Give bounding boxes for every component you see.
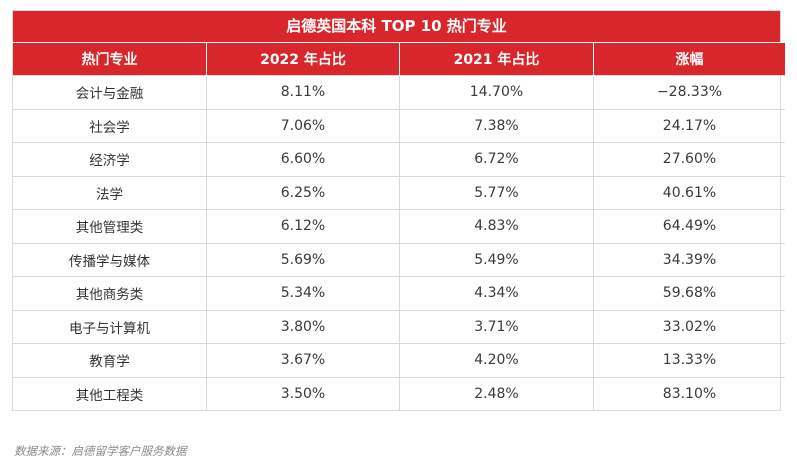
major-name: 法学 (13, 175, 207, 210)
share-2022: 6.25% (206, 175, 400, 210)
table-row: 电子与计算机 3.80% 3.71% 33.02% (13, 309, 785, 344)
share-2021: 6.72% (399, 142, 594, 176)
share-2021: 4.34% (399, 276, 594, 310)
major-name: 其他商务类 (13, 276, 207, 310)
share-2022: 3.67% (206, 343, 400, 377)
growth-rate: 59.68% (593, 276, 785, 310)
growth-rate: 33.02% (593, 309, 785, 344)
major-name: 其他管理类 (13, 209, 207, 243)
table-title: 启德英国本科 TOP 10 热门专业 (13, 11, 780, 43)
header-2022-share: 2022 年占比 (206, 43, 400, 76)
share-2022: 3.50% (206, 376, 400, 410)
share-2021: 7.38% (399, 108, 594, 143)
growth-rate: 64.49% (593, 209, 785, 243)
header-growth: 涨幅 (593, 43, 785, 76)
growth-rate: −28.33% (593, 75, 785, 109)
header-2021-share: 2021 年占比 (399, 43, 594, 76)
major-name: 会计与金融 (13, 75, 207, 109)
header-major: 热门专业 (13, 43, 207, 76)
data-source-note: 数据来源：启德留学客户服务数据 (14, 444, 187, 458)
table-row: 其他工程类 3.50% 2.48% 83.10% (13, 376, 785, 410)
majors-table-container: 启德英国本科 TOP 10 热门专业 热门专业 2022 年占比 2021 年占… (12, 10, 785, 411)
share-2021: 14.70% (399, 75, 594, 109)
table-row: 教育学 3.67% 4.20% 13.33% (13, 343, 785, 377)
majors-table: 热门专业 2022 年占比 2021 年占比 涨幅 会计与金融 8.11% 14… (13, 43, 785, 410)
share-2021: 4.20% (399, 343, 594, 377)
share-2022: 7.06% (206, 108, 400, 143)
table-row: 会计与金融 8.11% 14.70% −28.33% (13, 75, 785, 109)
share-2021: 5.49% (399, 242, 594, 277)
growth-rate: 24.17% (593, 108, 785, 143)
major-name: 经济学 (13, 142, 207, 176)
growth-rate: 13.33% (593, 343, 785, 377)
table-row: 其他管理类 6.12% 4.83% 64.49% (13, 209, 785, 243)
table-body: 会计与金融 8.11% 14.70% −28.33% 社会学 7.06% 7.3… (13, 75, 785, 410)
growth-rate: 27.60% (593, 142, 785, 176)
growth-rate: 34.39% (593, 242, 785, 277)
growth-rate: 83.10% (593, 376, 785, 410)
table-row: 传播学与媒体 5.69% 5.49% 34.39% (13, 242, 785, 277)
major-name: 教育学 (13, 343, 207, 377)
share-2022: 6.12% (206, 209, 400, 243)
table-row: 社会学 7.06% 7.38% 24.17% (13, 108, 785, 143)
table-row: 其他商务类 5.34% 4.34% 59.68% (13, 276, 785, 310)
share-2021: 4.83% (399, 209, 594, 243)
share-2022: 6.60% (206, 142, 400, 176)
table-row: 经济学 6.60% 6.72% 27.60% (13, 142, 785, 176)
major-name: 社会学 (13, 108, 207, 143)
share-2022: 5.34% (206, 276, 400, 310)
share-2021: 2.48% (399, 376, 594, 410)
major-name: 电子与计算机 (13, 309, 207, 344)
share-2022: 3.80% (206, 309, 400, 344)
table-row: 法学 6.25% 5.77% 40.61% (13, 175, 785, 210)
growth-rate: 40.61% (593, 175, 785, 210)
share-2021: 5.77% (399, 175, 594, 210)
share-2022: 8.11% (206, 75, 400, 109)
major-name: 其他工程类 (13, 376, 207, 410)
share-2022: 5.69% (206, 242, 400, 277)
major-name: 传播学与媒体 (13, 242, 207, 277)
table-header-row: 热门专业 2022 年占比 2021 年占比 涨幅 (13, 43, 785, 76)
share-2021: 3.71% (399, 309, 594, 344)
